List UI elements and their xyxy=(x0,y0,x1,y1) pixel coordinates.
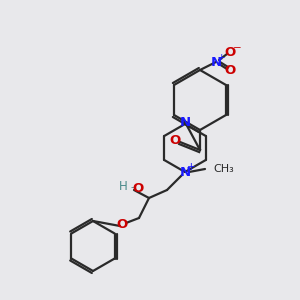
Text: O: O xyxy=(169,134,181,146)
Text: O: O xyxy=(132,182,144,194)
Text: N: N xyxy=(210,56,222,68)
Text: +: + xyxy=(187,162,195,172)
Text: −: − xyxy=(232,43,242,53)
Text: +: + xyxy=(217,52,225,62)
Text: O: O xyxy=(224,46,236,59)
Text: N: N xyxy=(179,167,191,179)
Text: O: O xyxy=(116,218,128,232)
Text: H: H xyxy=(118,181,127,194)
Text: O: O xyxy=(224,64,236,77)
Text: CH₃: CH₃ xyxy=(213,164,234,174)
Text: N: N xyxy=(179,116,191,130)
Text: -: - xyxy=(130,182,134,192)
